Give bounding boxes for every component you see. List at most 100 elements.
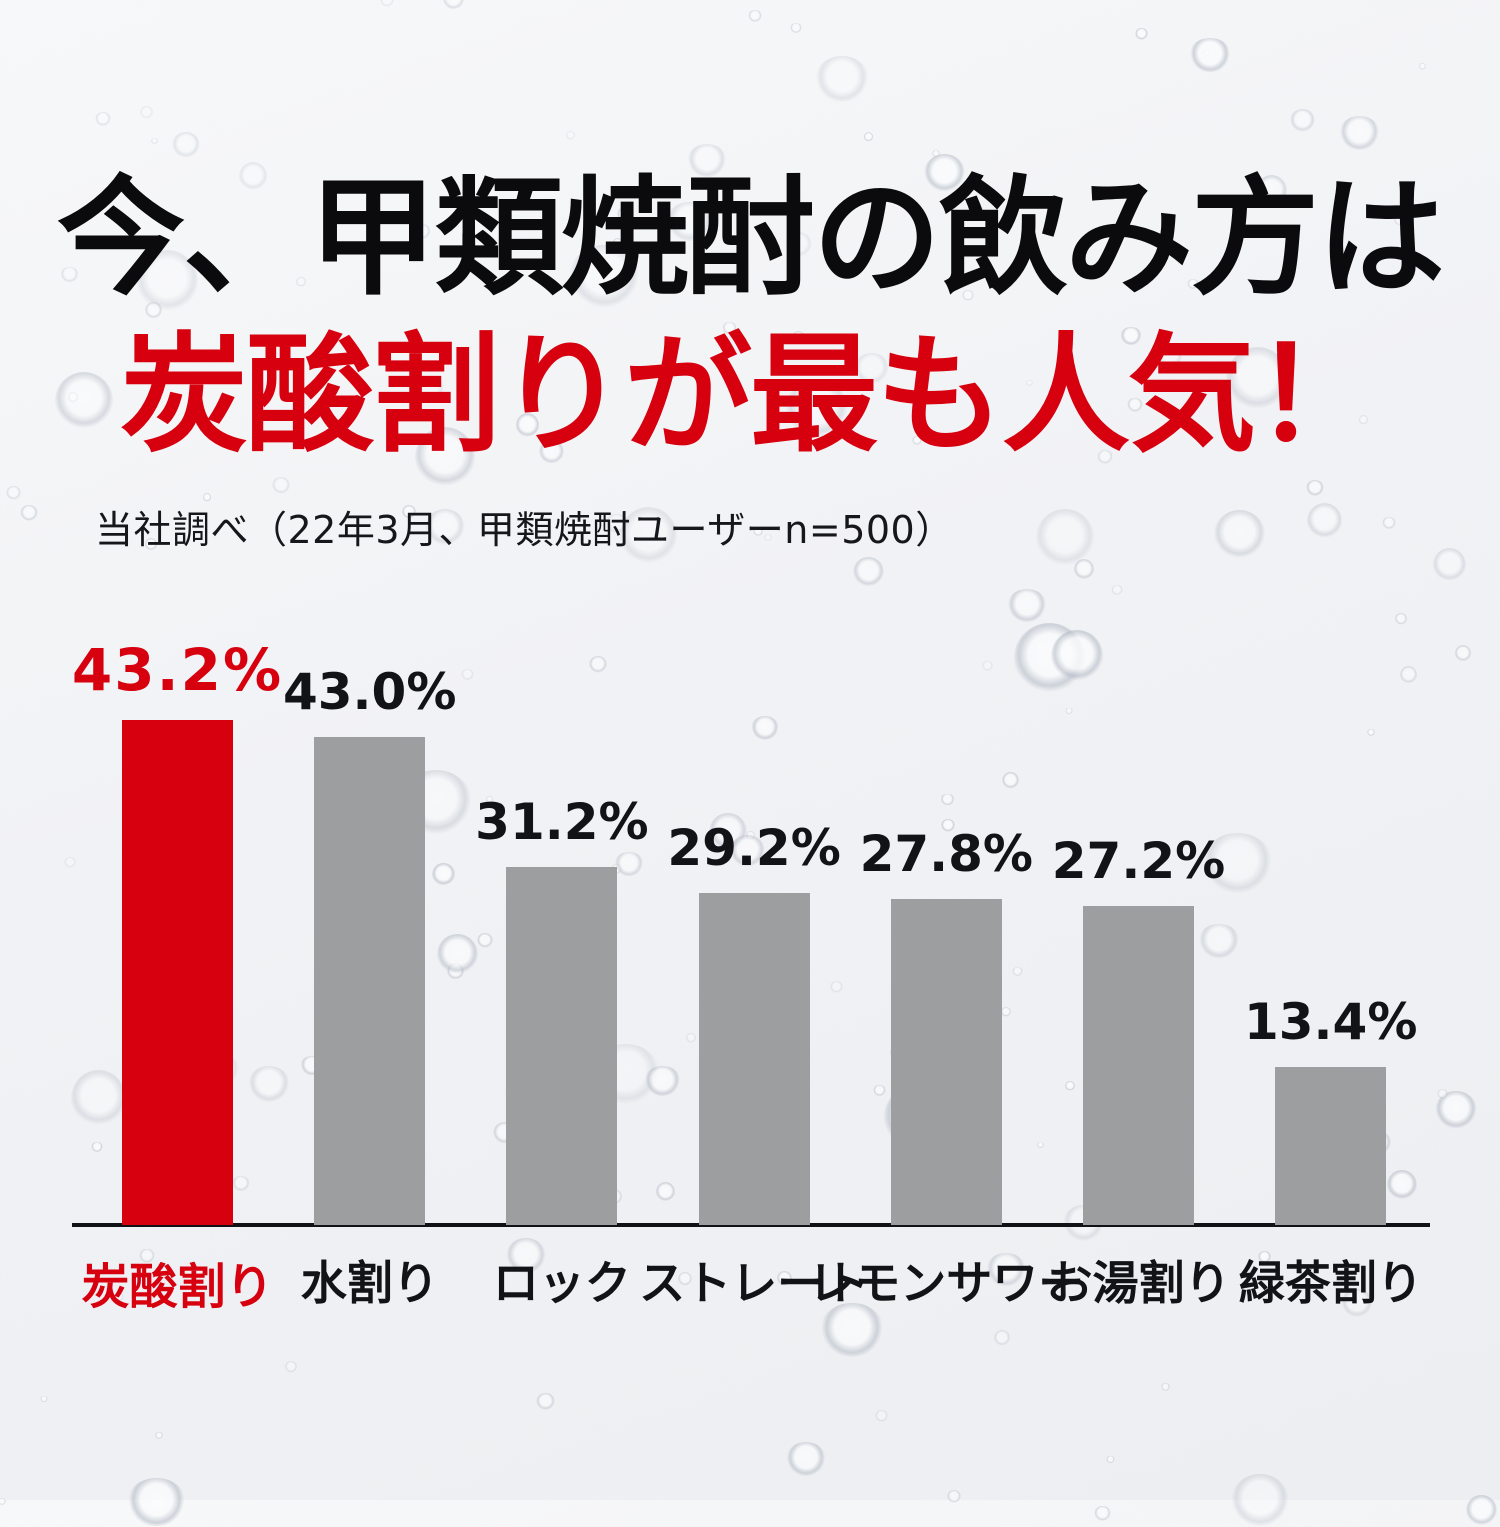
category-label-ストレート: ストレート: [639, 1256, 870, 1310]
droplet-decoration: [6, 485, 22, 500]
droplet-decoration: [588, 655, 607, 673]
droplet-decoration: [982, 661, 993, 671]
droplet-decoration: [1454, 645, 1472, 663]
droplet-decoration: [1198, 923, 1240, 959]
droplet-decoration: [1225, 347, 1289, 411]
droplet-decoration: [1119, 326, 1143, 346]
droplet-decoration: [605, 513, 628, 533]
droplet-decoration: [686, 1033, 696, 1043]
droplet-decoration: [1434, 1091, 1478, 1130]
droplet-decoration: [1161, 1383, 1171, 1391]
droplet-decoration: [1073, 559, 1095, 580]
droplet-decoration: [1255, 174, 1288, 207]
category-label-ロック: ロック: [492, 1256, 631, 1310]
droplet-decoration: [1387, 1169, 1418, 1200]
category-label-レモンサワー: レモンサワー: [808, 1256, 1085, 1310]
bar-ストレート: [698, 893, 810, 1225]
droplet-decoration: [1213, 509, 1265, 560]
droplet-decoration: [776, 1271, 793, 1286]
droplet-decoration: [1189, 38, 1231, 72]
droplet-decoration: [784, 231, 812, 258]
droplet-decoration: [1000, 1006, 1012, 1018]
droplet-decoration: [232, 1175, 250, 1191]
droplet-decoration: [144, 301, 163, 319]
droplet-decoration: [151, 137, 159, 144]
droplet-decoration: [171, 131, 200, 158]
droplet-decoration: [539, 440, 564, 465]
droplet-decoration: [614, 852, 644, 877]
droplet-decoration: [247, 1066, 291, 1103]
droplet-decoration: [764, 533, 772, 541]
value-label-ロック: 31.2%: [475, 793, 649, 851]
droplet-decoration: [308, 1292, 320, 1302]
droplet-decoration: [1231, 1473, 1290, 1527]
droplet-decoration: [296, 277, 306, 287]
value-label-緑茶割り: 13.4%: [1243, 993, 1418, 1051]
droplet-decoration: [665, 201, 714, 242]
droplet-decoration: [1051, 630, 1104, 683]
droplet-decoration: [60, 266, 79, 283]
droplet-decoration: [144, 538, 158, 551]
droplet-decoration: [912, 435, 923, 446]
droplet-decoration: [924, 154, 966, 192]
bar-炭酸割り: [122, 720, 233, 1225]
droplet-decoration: [986, 1252, 1027, 1287]
title-line-black: 今、甲類焼酎の飲み方は: [56, 163, 1445, 313]
droplet-decoration: [643, 1065, 682, 1097]
droplet-decoration: [1393, 214, 1406, 227]
droplet-decoration: [64, 856, 77, 869]
droplet-decoration: [1187, 279, 1199, 289]
droplet-decoration: [441, 0, 466, 10]
value-label-炭酸割り: 43.2%: [71, 636, 284, 704]
droplet-decoration: [485, 795, 493, 803]
droplet-decoration: [1436, 1088, 1448, 1100]
droplet-decoration: [852, 557, 884, 587]
value-label-お湯割り: 27.2%: [1051, 832, 1226, 890]
droplet-decoration: [619, 507, 678, 565]
droplet-decoration: [1366, 729, 1375, 736]
droplet-decoration: [1157, 344, 1183, 368]
droplet-decoration: [127, 1477, 186, 1527]
droplet-decoration: [140, 105, 154, 120]
droplet-decoration: [1394, 613, 1408, 625]
droplet-decoration: [137, 249, 199, 313]
droplet-decoration: [947, 1490, 961, 1503]
droplet-decoration: [415, 427, 476, 488]
droplet-decoration: [1381, 517, 1396, 530]
droplet-decoration: [814, 55, 869, 102]
value-label-水割り: 43.0%: [282, 663, 457, 721]
droplet-decoration: [722, 321, 738, 335]
bar-水割り: [314, 737, 426, 1225]
bar-お湯割り: [1083, 906, 1194, 1225]
droplet-decoration: [750, 715, 780, 741]
droplet-decoration: [20, 504, 39, 521]
value-label-レモンサワー: 27.8%: [859, 825, 1034, 883]
droplet-decoration: [139, 1248, 155, 1263]
droplet-decoration: [687, 143, 728, 178]
droplet-decoration: [436, 933, 478, 975]
droplet-decoration: [677, 1271, 693, 1286]
droplet-decoration: [40, 1395, 49, 1403]
droplet-decoration: [155, 1432, 164, 1440]
page-title: 今、甲類焼酎の飲み方は 炭酸割りが最も人気！: [0, 160, 1500, 474]
droplet-decoration: [91, 1142, 103, 1152]
droplet-decoration: [748, 9, 762, 22]
droplet-decoration: [863, 131, 874, 142]
droplet-decoration: [1418, 62, 1427, 71]
droplet-decoration: [566, 131, 576, 140]
droplet-decoration: [424, 508, 466, 546]
droplet-decoration: [1433, 548, 1466, 582]
droplet-decoration: [1036, 1142, 1045, 1149]
droplet-decoration: [829, 980, 843, 993]
droplet-decoration: [1096, 450, 1114, 465]
droplet-decoration: [729, 835, 765, 868]
droplet-decoration: [1106, 1455, 1115, 1463]
droplet-decoration: [1002, 772, 1019, 789]
droplet-decoration: [1065, 1080, 1076, 1092]
droplet-decoration: [1465, 1494, 1498, 1527]
droplet-decoration: [568, 245, 641, 309]
category-label-炭酸割り: 炭酸割り: [81, 1259, 274, 1315]
droplet-decoration: [940, 793, 955, 806]
droplet-decoration: [238, 162, 267, 191]
